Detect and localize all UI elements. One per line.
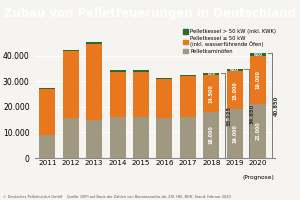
Bar — [250, 56, 266, 104]
Bar — [180, 75, 196, 76]
Bar — [133, 70, 149, 72]
Text: 650: 650 — [230, 68, 239, 72]
Text: (Prognose): (Prognose) — [242, 175, 274, 180]
Text: 18.000: 18.000 — [209, 126, 214, 144]
Bar — [133, 117, 149, 158]
Bar — [250, 104, 266, 158]
Bar — [86, 120, 102, 158]
Text: 33.225: 33.225 — [227, 105, 232, 126]
Text: 40.850: 40.850 — [274, 96, 279, 116]
Text: 15.000: 15.000 — [232, 81, 237, 100]
Bar — [157, 79, 172, 118]
Text: 19.000: 19.000 — [256, 70, 261, 89]
Bar — [157, 118, 172, 158]
Bar — [133, 72, 149, 117]
Bar — [110, 70, 126, 72]
Bar — [86, 44, 102, 120]
Text: 21.000: 21.000 — [256, 122, 261, 140]
Bar — [180, 117, 196, 158]
Text: © Deutsches Pelletinstitut GmbH    Quelle: DEPI auf Basis der Zahlen von Biomass: © Deutsches Pelletinstitut GmbH Quelle: … — [3, 195, 231, 199]
Bar — [203, 75, 219, 112]
Text: 34.650: 34.650 — [250, 104, 255, 124]
Bar — [39, 89, 55, 135]
Bar — [110, 117, 126, 158]
Bar — [63, 118, 79, 158]
Text: 850: 850 — [254, 53, 263, 57]
Bar — [110, 72, 126, 117]
Text: 19.000: 19.000 — [232, 124, 237, 143]
Text: 725: 725 — [207, 72, 216, 76]
Bar — [157, 78, 172, 79]
Bar — [227, 69, 243, 71]
Bar — [86, 42, 102, 44]
Bar — [250, 53, 266, 56]
Bar — [63, 51, 79, 118]
Bar — [180, 76, 196, 117]
Bar — [203, 73, 219, 75]
Text: 14.500: 14.500 — [209, 84, 214, 103]
Bar — [39, 135, 55, 158]
Bar — [203, 112, 219, 158]
Bar — [39, 88, 55, 89]
Bar — [227, 109, 243, 158]
Text: Zubau von Pelletfeuerungen in Deutschland: Zubau von Pelletfeuerungen in Deutschlan… — [4, 7, 296, 21]
Bar — [63, 50, 79, 51]
Bar — [227, 71, 243, 109]
Legend: Pelletkessel > 50 kW (inkl. KWK), Pelletkessel ≤ 50 kW
(inkl. wasserführende Öfe: Pelletkessel > 50 kW (inkl. KWK), Pellet… — [182, 29, 277, 54]
